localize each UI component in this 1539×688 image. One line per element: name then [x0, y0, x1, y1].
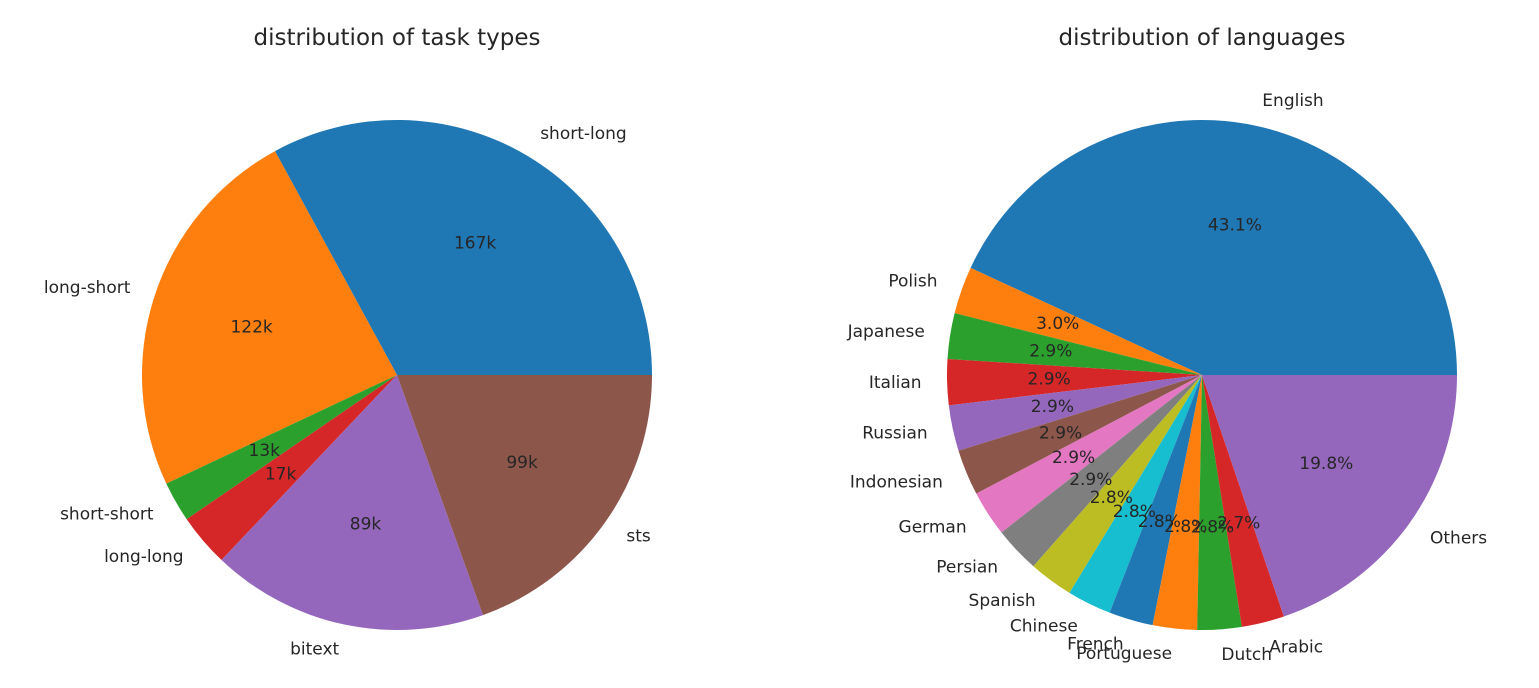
slice-label-english: English — [1262, 91, 1323, 111]
slice-value-persian: 2.9% — [1069, 470, 1112, 490]
pie-chart-languages: distribution of languages English 43.1% Po… — [847, 25, 1488, 665]
pie-slice-others — [1202, 375, 1457, 617]
pie-slice-russian — [948, 375, 1202, 451]
slice-value-long-long: 17k — [265, 464, 297, 484]
slice-value-dutch: 2.8% — [1191, 518, 1234, 538]
pie-slice-polish — [954, 267, 1202, 375]
pie-slice-short-short — [166, 375, 397, 520]
pie-slice-dutch — [1197, 375, 1242, 630]
slice-label-french: French — [1067, 634, 1124, 654]
slice-value-portuguese: 2.8% — [1164, 517, 1207, 537]
slice-label-bitext: bitext — [290, 640, 339, 660]
slice-value-japanese: 2.9% — [1029, 342, 1072, 362]
pie-slice-long-short — [141, 151, 397, 484]
slice-value-french: 2.8% — [1138, 512, 1181, 532]
slice-value-german: 2.9% — [1052, 448, 1095, 468]
pie-slice-bitext — [221, 375, 483, 631]
slice-value-chinese: 2.8% — [1113, 502, 1156, 522]
slice-label-japanese: Japanese — [847, 322, 925, 342]
slice-label-others: Others — [1430, 528, 1487, 548]
slice-label-portuguese: Portuguese — [1076, 644, 1172, 664]
pie-slice-french — [1109, 375, 1202, 626]
slice-label-polish: Polish — [888, 272, 937, 292]
slice-value-indonesian: 2.9% — [1039, 424, 1082, 444]
pie-slice-japanese — [947, 313, 1202, 375]
pie-slice-sts — [397, 375, 652, 616]
slice-value-short-long: 167k — [454, 234, 496, 254]
pie-slice-persian — [1001, 375, 1202, 567]
slice-label-italian: Italian — [869, 373, 922, 393]
pie-slice-spanish — [1033, 375, 1202, 593]
pie-slice-indonesian — [958, 375, 1202, 494]
chart-title: distribution of task types — [254, 25, 541, 51]
slice-value-english: 43.1% — [1208, 216, 1262, 236]
slice-label-short-short: short-short — [60, 505, 154, 525]
slice-value-bitext: 89k — [350, 515, 382, 535]
slice-value-polish: 3.0% — [1036, 314, 1079, 334]
slice-label-long-short: long-short — [44, 278, 131, 298]
slice-value-spanish: 2.8% — [1090, 488, 1133, 508]
pie-slice-portuguese — [1152, 375, 1202, 630]
slice-label-long-long: long-long — [104, 547, 184, 567]
slice-label-persian: Persian — [936, 558, 998, 578]
slice-value-sts: 99k — [506, 453, 538, 473]
slice-value-others: 19.8% — [1299, 454, 1353, 474]
pie-slice-english — [970, 119, 1457, 375]
slice-label-chinese: Chinese — [1010, 617, 1078, 637]
slice-value-long-short: 122k — [230, 317, 272, 337]
slice-label-short-long: short-long — [540, 124, 627, 144]
slice-label-sts: sts — [626, 527, 651, 547]
slice-label-arabic: Arabic — [1269, 637, 1323, 657]
chart-title: distribution of languages — [1059, 25, 1346, 51]
pie-slice-italian — [946, 358, 1202, 406]
slice-label-russian: Russian — [862, 424, 927, 444]
slice-label-indonesian: Indonesian — [850, 472, 943, 492]
slice-value-arabic: 2.7% — [1217, 514, 1260, 534]
slice-label-dutch: Dutch — [1221, 645, 1272, 665]
slice-value-russian: 2.9% — [1031, 397, 1074, 417]
pie-slice-german — [976, 375, 1202, 533]
slice-value-italian: 2.9% — [1027, 369, 1070, 389]
slice-label-german: German — [899, 518, 967, 538]
pie-slice-chinese — [1069, 375, 1202, 613]
pie-chart-task-types: distribution of task types short-long 167… — [44, 25, 652, 660]
pie-slice-arabic — [1202, 375, 1284, 627]
pie-slice-long-long — [186, 375, 397, 560]
slice-value-short-short: 13k — [249, 441, 281, 461]
slice-label-spanish: Spanish — [969, 591, 1036, 611]
pie-slice-short-long — [275, 119, 652, 375]
